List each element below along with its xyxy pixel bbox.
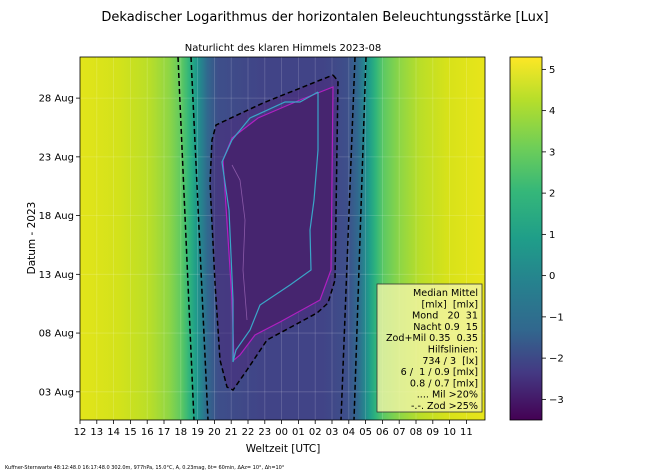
milky-way-contour [221, 91, 319, 363]
x-tick-label: 20 [208, 427, 221, 438]
colorbar-tick-label: 5 [549, 65, 555, 76]
legend-line: 734 / 3 [lx] [422, 356, 478, 367]
x-tick-label: 12 [74, 427, 87, 438]
legend-line: Zod+Mil 0.35 0.35 [386, 333, 478, 344]
legend-line: Nacht 0.9 15 [413, 322, 478, 333]
colorbar-tick-label: −1 [549, 312, 564, 323]
x-tick-label: 22 [242, 427, 255, 438]
y-tick-label: 28 Aug [39, 94, 74, 105]
colorbar: 5 4 3 2 1 0 −1 −2 −3 [509, 56, 564, 421]
x-tick-label: 06 [376, 427, 389, 438]
legend-line: 0.8 / 0.7 [mlx] [410, 378, 478, 389]
colorbar-tick-label: 2 [549, 189, 555, 200]
plot-frame [79, 56, 486, 421]
legend-box: Median Mittel[mlx] [mlx]Mond 20 31Nacht … [376, 283, 483, 413]
legend-line: .... Mil >20% [417, 390, 478, 401]
colorbar-tick-label: −2 [549, 354, 564, 365]
y-tick-label: 13 Aug [39, 270, 74, 281]
dashed-line-right-inner [340, 57, 356, 420]
y-tick-label: 03 Aug [39, 387, 74, 398]
x-tick-label: 02 [309, 427, 322, 438]
x-tick-label: 21 [225, 427, 238, 438]
dashed-line-left-inner [190, 57, 209, 420]
x-tick-label: 05 [359, 427, 372, 438]
legend-line: Median Mittel [413, 288, 478, 299]
legend-line: [mlx] [mlx] [422, 299, 478, 310]
dashed-contour-night [209, 74, 339, 391]
x-tick-label: 10 [443, 427, 456, 438]
legend-line: -.-. Zod >25% [411, 401, 478, 412]
x-tick-label: 09 [426, 427, 439, 438]
x-tick-label: 08 [410, 427, 423, 438]
y-tick-label: 08 Aug [39, 329, 74, 340]
x-tick-label: 14 [107, 427, 120, 438]
y-axis: 03 Aug 08 Aug 13 Aug 18 Aug 23 Aug 28 Aug [39, 94, 80, 398]
colorbar-tick-label: 1 [549, 230, 555, 241]
dashed-line-left-outer [177, 57, 195, 420]
y-axis-label: Datum - 2023 [26, 202, 38, 275]
colorbar-tick-label: 0 [549, 271, 555, 282]
x-tick-label: 23 [258, 427, 271, 438]
x-tick-label: 13 [90, 427, 103, 438]
x-tick-label: 15 [124, 427, 137, 438]
x-tick-label: 07 [393, 427, 406, 438]
x-tick-label: 01 [292, 427, 305, 438]
x-tick-label: 11 [460, 427, 473, 438]
chart-title: Dekadischer Logarithmus der horizontalen… [101, 10, 548, 25]
legend-line: Hilfslinien: [428, 345, 478, 356]
footer-text: Kuffner-Sternwarte 48:12:48.0 16:17:48.0… [5, 465, 285, 471]
chart-subtitle: Naturlicht des klaren Himmels 2023-08 [185, 43, 382, 54]
y-tick-label: 18 Aug [39, 211, 74, 222]
x-tick-label: 00 [275, 427, 288, 438]
x-tick-label: 18 [174, 427, 187, 438]
y-tick-label: 23 Aug [39, 152, 74, 163]
zodiacal-contour [231, 164, 248, 321]
x-axis-label: Weltzeit [UTC] [246, 443, 321, 455]
colorbar-tick-label: 3 [549, 147, 555, 158]
legend-line: Mond 20 31 [412, 311, 478, 322]
dashed-line-right-outer [353, 57, 367, 420]
legend-line: 6 / 1 / 0.9 [mlx] [401, 367, 478, 378]
x-tick-label: 04 [342, 427, 355, 438]
colorbar-tick-label: −3 [549, 395, 564, 406]
colorbar-tick-label: 4 [549, 106, 555, 117]
x-axis: 12 13 14 15 16 17 18 19 20 21 22 23 00 01 02 03 04 05 06 07… [74, 420, 473, 438]
x-tick-label: 03 [326, 427, 339, 438]
x-tick-label: 16 [141, 427, 154, 438]
x-tick-label: 19 [191, 427, 204, 438]
x-tick-label: 17 [158, 427, 171, 438]
